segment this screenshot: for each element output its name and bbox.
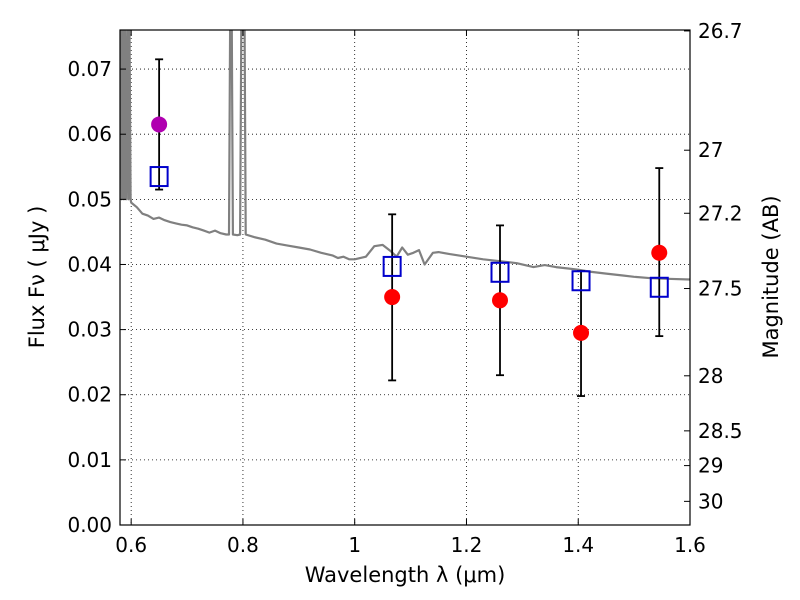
y-tick-label: 0.05 [67,187,112,211]
model-band-square [382,255,402,277]
y-tick-label: 0.03 [67,318,112,342]
model-band-square [490,261,510,283]
sed-model-curve [120,30,690,281]
observed-flux-point [492,292,508,309]
x-tick-label: 1.2 [451,533,483,557]
y-tick-label: 0.01 [67,448,112,472]
magnitude-tick-label: 28.5 [698,419,743,443]
observed-flux-point [651,244,668,261]
x-tick-label: 1.4 [562,533,594,557]
y-tick-label: 0.04 [67,252,112,276]
y-tick-label: 0.02 [67,383,112,407]
x-tick-label: 1 [348,533,361,557]
axes-frame [119,29,691,526]
magnitude-tick-label: 27.2 [698,201,743,225]
x-tick-label: 0.8 [227,533,259,557]
x-tick-label: 1.6 [674,533,706,557]
observed-flux-point [151,116,168,133]
magnitude-tick-label: 28 [698,364,723,388]
y-axis-label-magnitude: Magnitude (AB) [759,195,783,358]
observed-flux-point [573,324,590,341]
observed-flux-point [384,289,401,306]
magnitude-tick-label: 30 [698,489,723,513]
x-axis-label: Wavelength λ (μm) [305,563,506,587]
magnitude-tick-label: 27.5 [698,277,743,301]
y-tick-label: 0.07 [67,57,112,81]
y-axis-label-flux: Flux Fν ( μJy ) [25,206,49,349]
axis-ticks: 0.6 0.8 1 1.2 1.4 1.6 0.00 0.01 0.02 0.03 0.04 0.05… [67,19,742,557]
y-tick-label: 0.00 [67,513,112,537]
x-tick-label: 0.6 [115,533,147,557]
model-band-square [571,270,591,292]
magnitude-tick-label: 26.7 [698,19,743,43]
plot-area [120,30,690,397]
magnitude-tick-label: 27 [698,138,723,162]
y-tick-label: 0.06 [67,122,112,146]
model-band-square [649,276,669,298]
magnitude-tick-label: 29 [698,454,723,478]
model-band-square [149,166,169,188]
